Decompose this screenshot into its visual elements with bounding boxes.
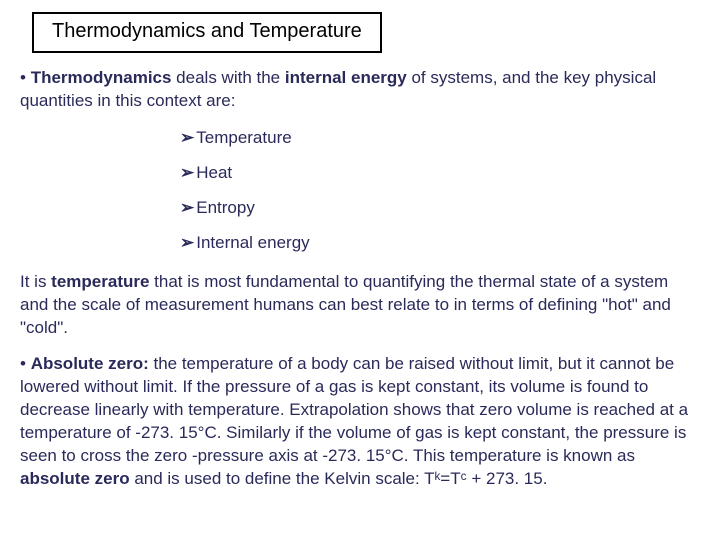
list-item-label: Entropy	[196, 198, 255, 217]
intro-paragraph: • Thermodynamics deals with the internal…	[20, 67, 700, 113]
list-item-label: Internal energy	[196, 233, 309, 252]
arrow-icon: ➢	[180, 232, 194, 255]
list-item: ➢Internal energy	[180, 232, 700, 255]
para2-bold: temperature	[51, 272, 149, 291]
kelvin-formula: Tᵏ=Tᶜ + 273. 15.	[424, 469, 547, 488]
intro-bold-1: Thermodynamics	[31, 68, 172, 87]
list-item-label: Temperature	[196, 128, 291, 147]
intro-text-1: deals with the	[171, 68, 284, 87]
list-item: ➢Entropy	[180, 197, 700, 220]
para3-bold-2: absolute zero	[20, 469, 130, 488]
list-item: ➢Temperature	[180, 127, 700, 150]
temperature-paragraph: It is temperature that is most fundament…	[20, 271, 700, 340]
bullet-dot: •	[20, 68, 31, 87]
slide-title: Thermodynamics and Temperature	[32, 12, 382, 53]
list-item: ➢Heat	[180, 162, 700, 185]
para3-bold-1: Absolute zero:	[31, 354, 149, 373]
absolute-zero-paragraph: • Absolute zero: the temperature of a bo…	[20, 353, 700, 491]
bullet-dot: •	[20, 354, 31, 373]
arrow-icon: ➢	[180, 127, 194, 150]
intro-bold-2: internal energy	[285, 68, 407, 87]
quantities-list: ➢Temperature ➢Heat ➢Entropy ➢Internal en…	[180, 127, 700, 255]
para2-pre: It is	[20, 272, 51, 291]
arrow-icon: ➢	[180, 162, 194, 185]
para3-tail: and is used to define the Kelvin scale:	[130, 469, 425, 488]
list-item-label: Heat	[196, 163, 232, 182]
arrow-icon: ➢	[180, 197, 194, 220]
